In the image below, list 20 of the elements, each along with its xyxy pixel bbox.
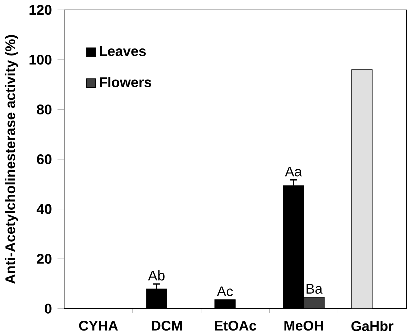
y-tick-label: 20	[37, 254, 52, 264]
y-tick-label: 0	[45, 304, 52, 314]
annotation: Ac	[217, 286, 234, 296]
y-tick-label: 60	[37, 154, 52, 164]
y-tick-label: 80	[37, 104, 52, 114]
annotation: Aa	[285, 166, 302, 177]
x-tick-label: CYHA	[79, 320, 118, 331]
x-tick-label: DCM	[152, 320, 182, 331]
y-tick-label: 40	[36, 204, 52, 214]
legend-label: Flowers	[100, 76, 152, 88]
legend-label: Leaves	[100, 46, 146, 56]
x-tick-label: MeOH	[284, 320, 324, 331]
annotation: Ba	[306, 284, 323, 294]
annotation: Ab	[148, 270, 165, 281]
y-axis-title: Anti-Acetylcholinesterase activity (%)	[5, 35, 18, 284]
x-tick-label: EtOAc	[215, 320, 257, 331]
x-tick-label: GaHbr	[352, 320, 394, 332]
bar	[352, 69, 373, 309]
y-tick-label: 120	[30, 4, 52, 15]
y-tick-label: 100	[30, 54, 52, 65]
